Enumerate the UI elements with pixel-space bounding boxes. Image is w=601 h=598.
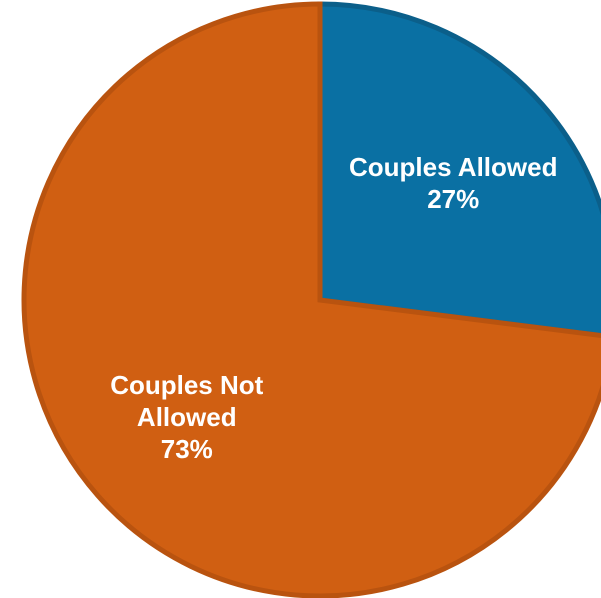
slice-label: Couples Allowed 27% [346,151,561,215]
pie-slice [317,1,601,339]
slice-value: 73% [160,434,213,465]
pie-slice [21,1,601,598]
slice-category: Couples Allowed [348,151,558,182]
slice-value: 27% [427,183,480,214]
slice-label: Couples Not Allowed 73% [79,369,294,465]
slice-category: Couples Not Allowed [110,370,264,433]
